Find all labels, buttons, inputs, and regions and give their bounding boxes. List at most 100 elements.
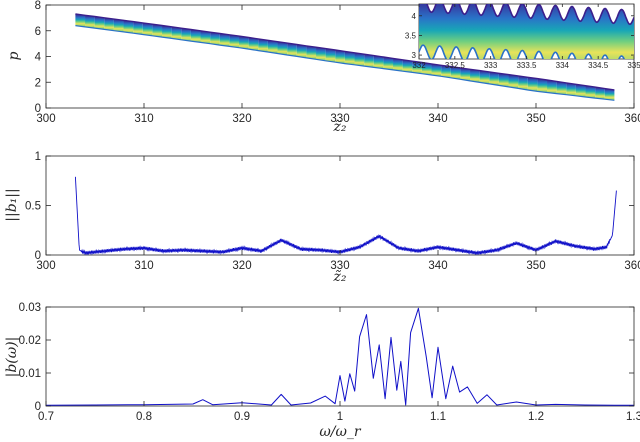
y-tick-label: 8 [35, 0, 41, 12]
x-axis-label: z̃₂ [333, 269, 347, 285]
y-tick-label: 4 [35, 52, 42, 64]
x-tick-label: 300 [36, 113, 55, 125]
band-segment [239, 36, 249, 50]
inset-axis-ticks: 332 332.5 333 333.5 334 334.5 335 3 3.5 4 [405, 4, 640, 70]
x-tick-label: 320 [232, 260, 251, 272]
band-segment [219, 33, 230, 47]
x-tick-label: 330 [330, 113, 349, 125]
band-segment [393, 58, 403, 72]
band-segment [325, 48, 336, 63]
x-tick-label: 332.5 [445, 61, 466, 70]
band-segment [344, 51, 355, 65]
band-segment [373, 55, 384, 69]
x-tick-label: 0.9 [234, 411, 250, 423]
band-segment [335, 50, 345, 64]
spectrum-panel: 0.7 0.8 0.9 1 1.1 1.2 1.3 0 0.01 0.02 0.03 ω/ω_r |… [4, 302, 640, 440]
band-segment [537, 78, 548, 93]
x-tick-label: 350 [526, 260, 545, 272]
band-segment [479, 70, 490, 84]
band-segment [113, 19, 124, 32]
x-axis-label: z̃₂ [333, 119, 347, 135]
band-segment [152, 24, 163, 38]
band-segment [210, 32, 220, 46]
band-segment [547, 80, 557, 94]
y-tick-label: 2 [35, 77, 41, 89]
x-tick-label: 333 [484, 61, 498, 70]
x-tick-label: 334 [556, 61, 570, 70]
band-segment [181, 28, 191, 42]
band-segment [460, 67, 471, 81]
band-segment [518, 75, 528, 90]
x-tick-label: 360 [624, 113, 640, 125]
band-segment [566, 82, 576, 96]
x-tick-label: 1.2 [528, 411, 544, 423]
x-tick-label: 0.8 [136, 411, 152, 423]
x-tick-label: 334.5 [588, 61, 609, 70]
band-segment [316, 47, 326, 61]
band-segment [267, 40, 278, 54]
spectrum-line [45, 307, 634, 406]
band-segment [200, 30, 211, 44]
band-segment [85, 15, 95, 29]
band-segment [296, 44, 307, 58]
band-upper-edge [75, 13, 615, 91]
x-tick-label: 340 [428, 260, 447, 272]
y-tick-label: 0.5 [25, 201, 41, 213]
y-tick-label: 0 [35, 250, 41, 262]
inset-upper-edge [419, 4, 634, 26]
band-segment [123, 20, 134, 34]
band-segment [258, 38, 268, 53]
y-tick-label: 1 [35, 151, 41, 163]
band-segment [104, 17, 114, 31]
axes-frame [45, 306, 635, 407]
band-segment [162, 25, 172, 39]
x-tick-label: 333.5 [516, 61, 537, 70]
band-segment [306, 45, 317, 60]
x-tick-label: 350 [526, 113, 545, 125]
x-tick-label: 1 [337, 411, 343, 423]
band-segment [489, 71, 499, 86]
x-tick-label: 1.1 [430, 411, 446, 423]
x-tick-label: 1.3 [626, 411, 640, 423]
band-lower-edge [75, 25, 615, 101]
y-tick-label: 0.02 [19, 335, 41, 347]
y-tick-label: 4 [412, 12, 417, 21]
x-tick-label: 335 [627, 61, 640, 70]
band-segment [142, 22, 153, 36]
y-axis-label: |b(ω)| [4, 337, 20, 378]
band-segment [508, 74, 519, 89]
inset-plot: 332 332.5 333 333.5 334 334.5 335 3 3.5 4 [405, 3, 640, 70]
x-tick-label: 0.7 [38, 411, 54, 423]
y-tick-label: 3.5 [405, 31, 417, 40]
x-tick-label: 310 [134, 260, 153, 272]
band-segment [354, 52, 365, 67]
band-segment [171, 26, 182, 40]
band-segment [585, 85, 596, 99]
norm-series [74, 176, 617, 256]
band-marks [75, 13, 615, 101]
band-segment [556, 81, 567, 95]
band-segment [450, 66, 461, 80]
x-tick-label: 330 [330, 260, 349, 272]
x-tick-label: 320 [232, 113, 251, 125]
x-tick-label: 310 [134, 113, 153, 125]
band-segment [431, 63, 442, 77]
band-segment [287, 43, 297, 57]
band-segment [470, 69, 480, 83]
x-tick-label: 332 [412, 61, 426, 70]
x-tick-label: 340 [428, 113, 447, 125]
band-segment [133, 21, 143, 35]
spectrum-series [45, 307, 634, 406]
phase-space-panel: 300 310 320 330 340 350 360 0 2 4 6 8 z̃₂ p 332 332.… [6, 0, 640, 135]
axis-ticks: 0.7 0.8 0.9 1 1.1 1.2 1.3 0 0.01 0.02 0.03 [19, 302, 640, 423]
band-segment [190, 29, 201, 43]
y-tick-label: 6 [35, 26, 41, 38]
inset-band [419, 4, 634, 59]
band-segment [527, 77, 538, 92]
y-tick-label: 0 [35, 103, 41, 115]
band-segment [441, 65, 451, 78]
x-tick-label: 300 [36, 260, 55, 272]
y-tick-label: 0.03 [19, 302, 41, 314]
band-segment [248, 37, 259, 51]
